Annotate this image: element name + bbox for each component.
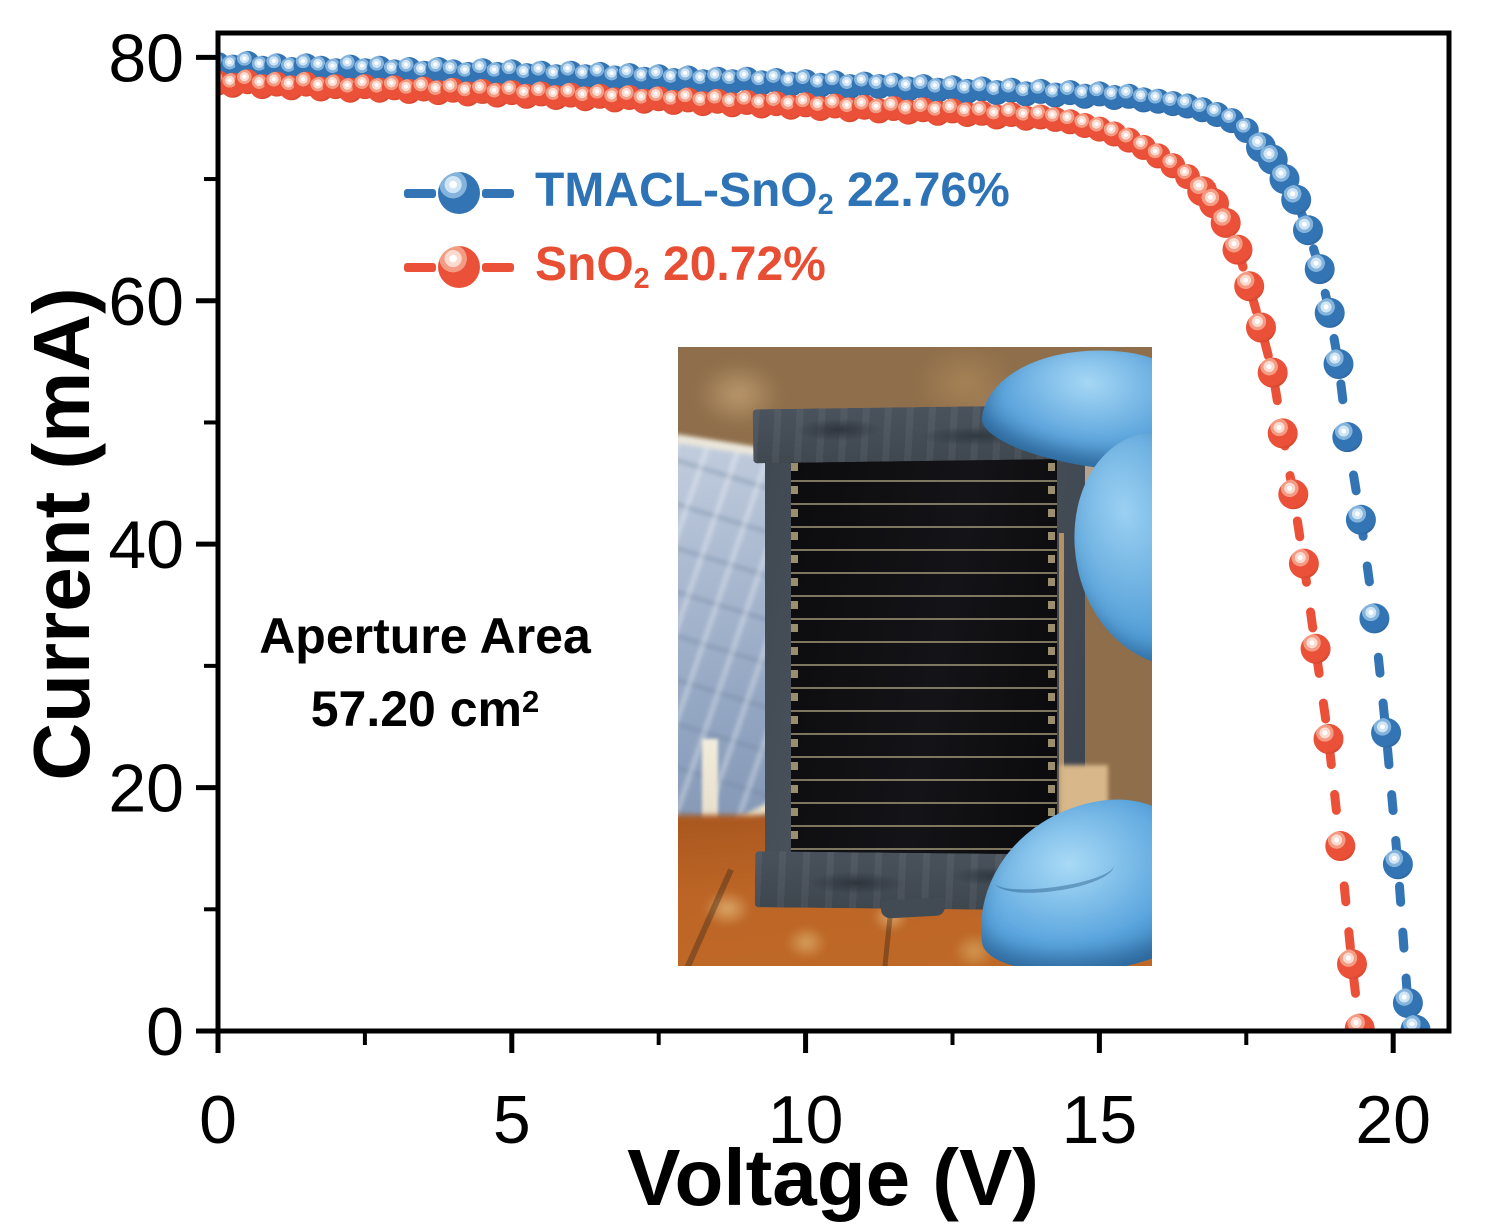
sphere-marker-icon xyxy=(438,246,480,288)
y-axis-ticks: 0 20 40 60 80 xyxy=(108,20,218,1070)
series-tmacl-sno2-22-76- xyxy=(218,50,1431,1031)
legend-dash-icon xyxy=(482,188,514,198)
y-tick-label: 60 xyxy=(108,264,184,340)
annotation-line2: 57.20 cm2 xyxy=(310,680,540,737)
x-tick-label: 5 xyxy=(493,1082,531,1158)
legend-marker-red xyxy=(403,246,515,288)
sphere-marker-icon xyxy=(438,172,480,214)
module-edge-reflection xyxy=(1059,533,1064,833)
x-axis-label: Voltage (V) xyxy=(627,1133,1039,1222)
legend-dash-icon xyxy=(482,262,514,272)
aperture-area-annotation: Aperture Area 57.20 cm2 xyxy=(160,600,690,745)
series-sno2-20-72- xyxy=(218,69,1375,1031)
legend-item-tmacl-sno2: TMACL-SnO2 22.76% xyxy=(403,156,1010,230)
module-active-area xyxy=(791,459,1057,859)
y-axis-label: Current (mA) xyxy=(17,287,106,781)
y-tick-label: 20 xyxy=(108,751,184,827)
x-tick-label: 0 xyxy=(199,1082,237,1158)
plot-frame xyxy=(215,30,1452,1034)
legend: TMACL-SnO2 22.76% SnO2 20.72% xyxy=(403,156,1010,304)
module-busbar-left xyxy=(791,463,798,855)
legend-dash-icon xyxy=(404,188,436,198)
module-busbar-right xyxy=(1048,463,1055,855)
x-axis-ticks: 0 5 10 15 20 xyxy=(199,1031,1431,1158)
inset-photo xyxy=(678,347,1152,966)
legend-marker-blue xyxy=(403,172,515,214)
legend-label: TMACL-SnO2 22.76% xyxy=(535,163,1010,221)
legend-dash-icon xyxy=(404,262,436,272)
x-tick-label: 20 xyxy=(1355,1082,1431,1158)
x-tick-label: 10 xyxy=(768,1082,844,1158)
y-tick-label: 80 xyxy=(108,20,184,96)
perovskite-module xyxy=(752,404,1096,919)
legend-item-sno2: SnO2 20.72% xyxy=(403,230,1010,304)
x-tick-label: 15 xyxy=(1062,1082,1138,1158)
legend-label: SnO2 20.72% xyxy=(535,237,826,295)
y-tick-label: 0 xyxy=(146,994,184,1070)
module-tape-tab xyxy=(880,897,946,919)
annotation-line1: Aperture Area xyxy=(259,608,591,664)
y-tick-label: 40 xyxy=(108,507,184,583)
